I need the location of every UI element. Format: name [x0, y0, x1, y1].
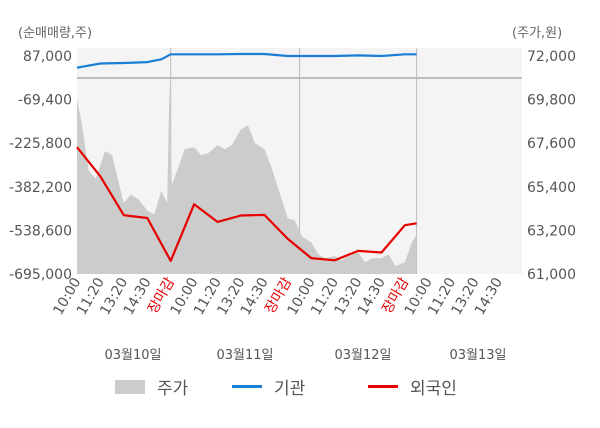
- legend-foreign-label: 외국인: [410, 379, 457, 399]
- legend: 주가 기관 외국인: [0, 374, 600, 399]
- date-label: 03월10일: [104, 348, 161, 363]
- left-axis-unit: (순매매량,주): [18, 26, 92, 41]
- legend-institution: 기관: [232, 374, 305, 399]
- right-tick-label: 61,000: [527, 267, 576, 283]
- right-tick-label: 67,600: [527, 136, 576, 152]
- right-axis-ticks: 72,000 69,800 67,600 65,400 63,200 61,000: [527, 49, 576, 283]
- price-area-series: [77, 83, 417, 274]
- left-tick-label: -225,800: [9, 136, 72, 152]
- right-tick-label: 65,400: [527, 180, 576, 196]
- chart: (순매매량,주) (주가,원) 87,000 -69,400 -225,800 -38…: [9, 26, 576, 363]
- price-area: [77, 83, 417, 274]
- line-series: [76, 52, 417, 262]
- left-tick-label: -69,400: [18, 93, 72, 109]
- date-label: 03월12일: [334, 348, 391, 363]
- date-labels: 03월10일 03월11일 03월12일 03월13일: [104, 348, 506, 363]
- institution-swatch: [232, 385, 262, 388]
- date-label: 03월11일: [216, 348, 273, 363]
- date-label: 03월13일: [449, 348, 506, 363]
- legend-foreign: 외국인: [368, 374, 457, 399]
- price-swatch: [115, 379, 145, 394]
- foreign-swatch: [368, 385, 398, 388]
- legend-price-label: 주가: [157, 379, 189, 399]
- left-tick-label: -695,000: [9, 267, 72, 283]
- foreign-line: [76, 146, 417, 262]
- right-axis-unit: (주가,원): [512, 26, 562, 41]
- left-tick-label: 87,000: [23, 49, 72, 65]
- legend-price: 주가: [115, 374, 188, 399]
- right-tick-label: 72,000: [527, 49, 576, 65]
- institution-line: [76, 52, 417, 69]
- right-tick-label: 63,200: [527, 223, 576, 239]
- legend-institution-label: 기관: [274, 379, 306, 399]
- left-tick-label: -382,200: [9, 180, 72, 196]
- left-tick-label: -538,600: [9, 223, 72, 239]
- right-tick-label: 69,800: [527, 93, 576, 109]
- x-axis-ticks: 10:0011:2013:2014:30장마감10:0011:2013:2014…: [50, 275, 506, 318]
- left-axis-ticks: 87,000 -69,400 -225,800 -382,200 -538,600 -69…: [9, 49, 72, 283]
